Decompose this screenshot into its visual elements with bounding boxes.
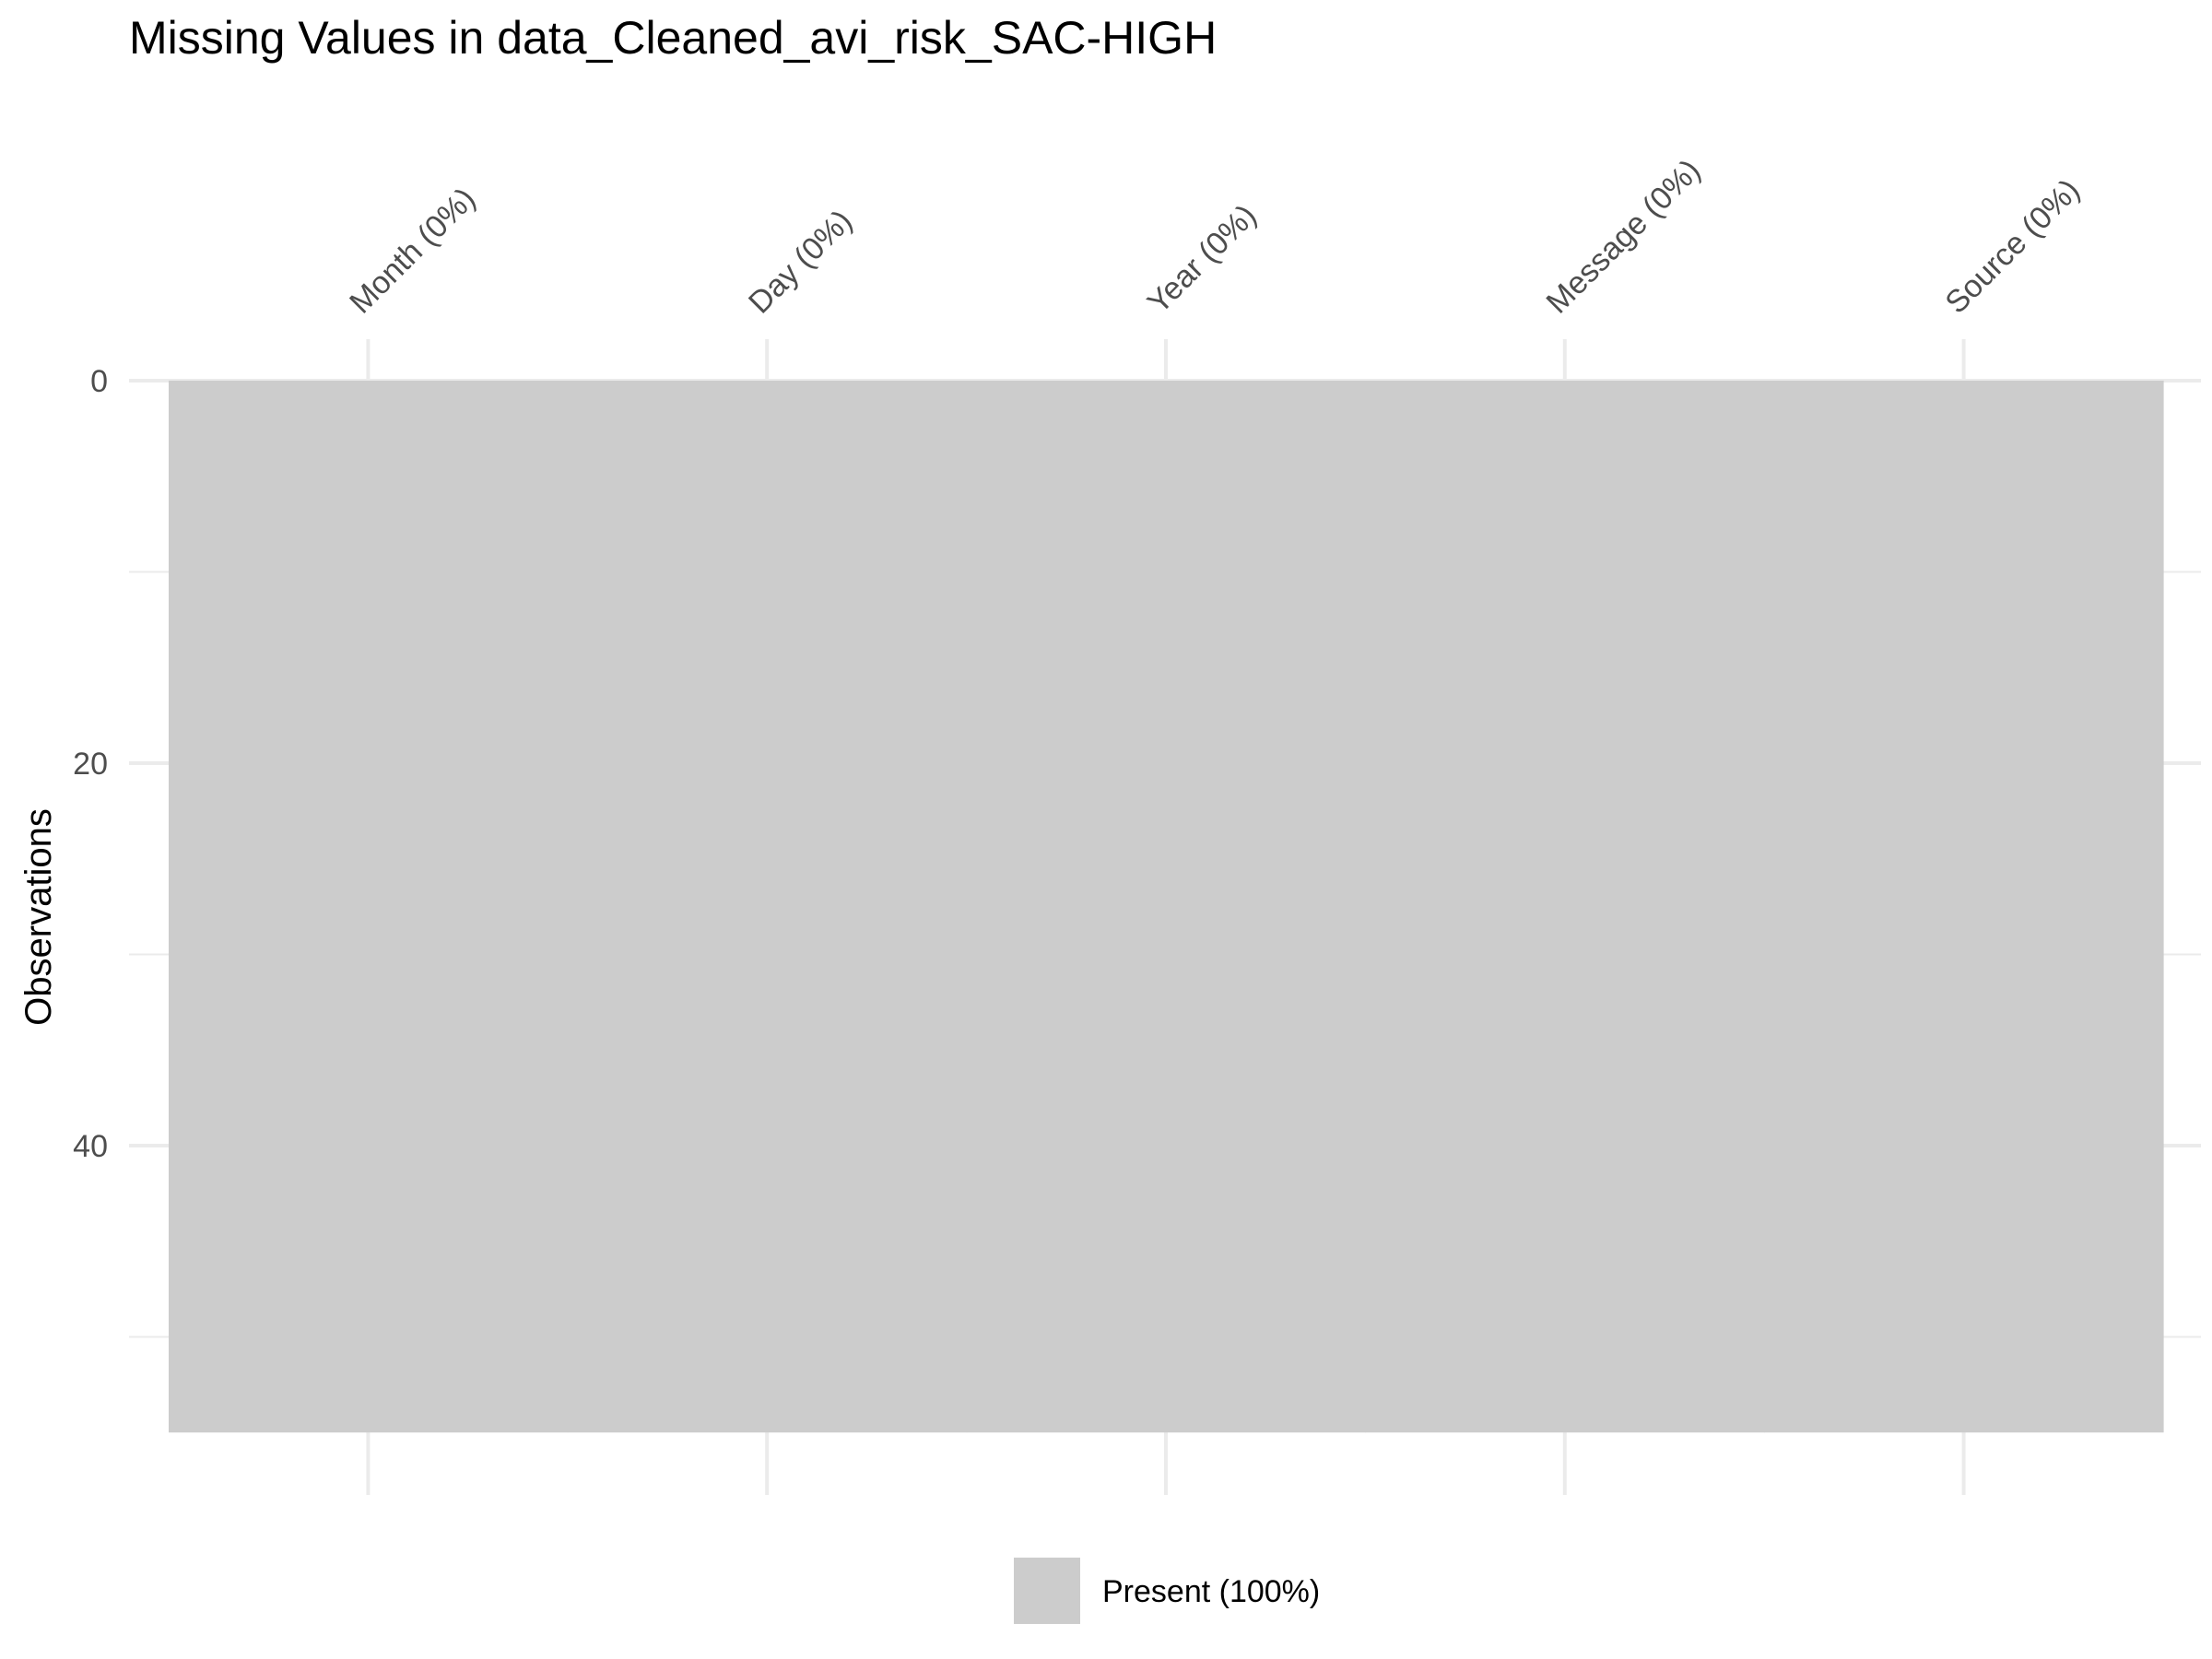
y-tick-labels: 0 20 40 — [73, 364, 108, 1164]
cell-present — [567, 381, 968, 1433]
cell-present — [169, 381, 569, 1433]
y-tick-label: 20 — [73, 747, 108, 782]
column-label: Year (0%) — [1141, 198, 1264, 321]
cell-present — [1365, 381, 1765, 1433]
column-label: Source (0%) — [1938, 172, 2086, 320]
y-tick-label: 40 — [73, 1129, 108, 1164]
column-label: Month (0%) — [343, 182, 482, 321]
column-labels: Month (0%) Day (0%) Year (0%) Message (0%) S… — [343, 153, 2087, 321]
legend-label: Present (100%) — [1102, 1574, 1320, 1609]
chart-title: Missing Values in data_Cleaned_avi_risk_… — [129, 12, 1217, 64]
heatmap-cells — [169, 381, 2164, 1433]
column-label: Message (0%) — [1540, 153, 1708, 321]
cell-present — [966, 381, 1366, 1433]
column-label: Day (0%) — [742, 204, 859, 321]
legend-swatch — [1014, 1558, 1080, 1624]
legend: Present (100%) — [1014, 1558, 1320, 1624]
y-axis-title: Observations — [18, 808, 59, 1026]
cell-present — [1764, 381, 2164, 1433]
y-tick-label: 0 — [90, 364, 108, 399]
